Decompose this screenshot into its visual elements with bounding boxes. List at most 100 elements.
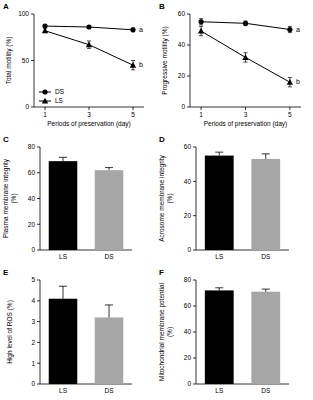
series-line: [45, 31, 133, 65]
error-bar: [131, 28, 135, 32]
y-tick: [193, 147, 196, 148]
y-axis-title-line: High level of ROS (%): [6, 300, 14, 364]
y-tick-label: 20: [28, 221, 36, 228]
panel-label: F: [159, 268, 164, 277]
bar: [251, 159, 280, 250]
x-axis-title: Periods of preservation (day): [47, 120, 130, 128]
y-axis-line: [190, 14, 191, 107]
y-tick: [193, 250, 196, 251]
y-tick: [187, 76, 190, 77]
bar: [49, 161, 78, 250]
y-tick-label: 60: [28, 169, 36, 176]
plot-area: [42, 23, 136, 69]
data-point: [243, 21, 248, 26]
y-tick: [37, 172, 40, 173]
y-tick-label: 0: [31, 246, 35, 253]
plot-area: [198, 19, 293, 87]
x-axis-title: Periods of preservation (day): [204, 120, 287, 128]
error-bar: [262, 289, 270, 292]
data-point: [287, 79, 293, 85]
bar: [95, 317, 124, 384]
bar: [205, 156, 234, 250]
x-tick-label: DS: [104, 387, 114, 394]
legend-marker: [42, 98, 48, 104]
x-tick: [133, 107, 134, 110]
y-axis-title-line: (%): [166, 193, 174, 203]
y-tick-label: 4: [31, 297, 35, 304]
series-line: [201, 31, 290, 82]
panel-label: B: [159, 2, 165, 11]
y-tick-label: 20: [184, 212, 192, 219]
y-axis-title-line: Mitochondrial membrane potential: [158, 282, 166, 380]
y-tick-label: 100: [18, 10, 29, 17]
annotation: a: [296, 26, 300, 33]
y-tick: [193, 280, 196, 281]
data-point: [130, 27, 135, 32]
y-tick: [37, 250, 40, 251]
y-tick-label: 40: [184, 328, 192, 335]
bar: [49, 299, 78, 384]
y-tick-label: 50: [22, 57, 30, 64]
error-bar: [59, 286, 67, 298]
x-tick-label: LS: [215, 253, 224, 260]
legend-label: DS: [55, 88, 65, 95]
legend-label: LS: [55, 97, 64, 104]
y-tick-label: 20: [184, 354, 192, 361]
error-bar: [105, 168, 113, 171]
y-tick-label: 40: [178, 41, 186, 48]
legend-marker: [42, 89, 47, 94]
y-tick: [37, 224, 40, 225]
x-tick-label: DS: [104, 253, 114, 260]
y-tick-label: 0: [25, 103, 29, 110]
y-tick: [37, 384, 40, 385]
x-tick: [89, 107, 90, 110]
y-tick: [187, 14, 190, 15]
plot-area: [49, 286, 124, 384]
error-bar: [105, 305, 113, 317]
x-tick-label: LS: [215, 387, 224, 394]
y-tick-label: 0: [181, 103, 185, 110]
y-axis-title-line: Plasma membrane integrity: [2, 158, 10, 238]
y-tick: [193, 181, 196, 182]
y-tick: [31, 14, 34, 15]
x-tick-label: 1: [199, 111, 203, 118]
bar: [95, 170, 124, 250]
data-point: [287, 27, 292, 32]
y-axis-title-line: Acrosome membrane integrity: [158, 154, 166, 241]
y-axis-title-line: (%): [166, 327, 174, 337]
annotation: a: [139, 26, 143, 33]
x-tick-label: DS: [261, 253, 271, 260]
y-axis-title: Acrosome membrane integrity(%): [158, 154, 174, 241]
y-tick-label: 0: [187, 380, 191, 387]
panel-label: D: [159, 135, 165, 144]
error-bar: [215, 288, 223, 291]
y-axis-title-line: Progressive motility (%): [161, 26, 169, 94]
y-tick: [31, 60, 34, 61]
data-point: [198, 28, 204, 34]
y-tick: [187, 107, 190, 108]
annotation: b: [139, 61, 143, 68]
x-tick-label: 1: [43, 111, 47, 118]
panel-label: A: [3, 2, 9, 11]
x-tick-label: 5: [131, 111, 135, 118]
error-bar: [262, 154, 270, 159]
x-tick-label: DS: [261, 387, 271, 394]
x-tick-label: 3: [87, 111, 91, 118]
y-tick-label: 60: [184, 143, 192, 150]
y-tick: [193, 384, 196, 385]
y-axis-title: Progressive motility (%): [161, 26, 169, 94]
plot-area: [49, 157, 124, 250]
x-tick-label: LS: [59, 387, 68, 394]
y-tick: [193, 306, 196, 307]
plot-area: [205, 288, 280, 384]
panel-label: C: [3, 135, 9, 144]
y-tick-label: 2: [31, 339, 35, 346]
x-tick-label: 3: [244, 111, 248, 118]
y-tick-label: 60: [184, 302, 192, 309]
y-axis-title: Plasma membrane integrity(%): [2, 158, 18, 238]
y-tick: [31, 107, 34, 108]
y-axis-line: [40, 280, 41, 384]
y-tick-label: 0: [31, 380, 35, 387]
data-point: [42, 28, 48, 34]
y-tick: [193, 358, 196, 359]
